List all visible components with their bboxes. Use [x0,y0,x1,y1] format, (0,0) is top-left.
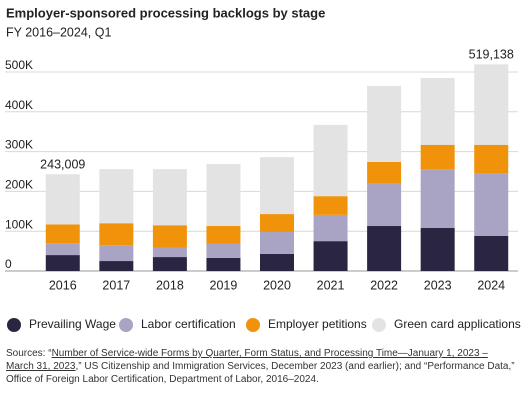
bar-segment [474,235,509,271]
y-tick-label: 500K [5,58,33,72]
bar-segment [474,144,509,174]
bar-segment [367,226,402,271]
legend-swatch [7,318,21,332]
bar-segment [45,255,80,271]
legend-label: Employer petitions [268,317,367,331]
bar-segment [420,77,455,145]
x-tick-label: 2023 [424,278,452,292]
bar-segment [45,224,80,244]
legend-swatch [246,318,260,332]
legend-label: Labor certification [141,317,236,331]
bar-segment [206,243,241,258]
bar-segment [45,243,80,256]
bar-segment [99,245,134,262]
total-label: 243,009 [40,158,85,172]
legend-swatch [119,318,133,332]
bar-segment [313,241,348,271]
bar-segment [260,253,294,271]
x-tick-label: 2022 [370,278,398,292]
bar-segment [420,228,455,271]
bar-segment [99,223,134,246]
bar-segment [474,64,509,145]
bar-segment [420,144,455,170]
bar-segment [260,231,294,254]
bar-segment [152,257,187,271]
x-tick-label: 2016 [49,278,77,292]
legend-label: Prevailing Wage [29,317,116,331]
bar-segment [206,163,241,227]
y-tick-label: 400K [5,98,33,112]
x-tick-label: 2017 [102,278,130,292]
bar-segment [313,196,348,215]
y-tick-label: 0 [5,257,12,271]
x-tick-label: 2019 [210,278,238,292]
bar-segment [45,174,80,225]
y-tick-label: 100K [5,217,33,231]
source-prefix: Sources: “ [6,348,52,359]
x-tick-label: 2020 [263,278,291,292]
bar-segment [420,169,455,229]
source-suffix: ,” US Citizenship and Immigration Servic… [6,361,515,385]
bar-segment [367,183,402,227]
bar-segment [260,157,294,215]
bar-segment [99,169,134,224]
chart-title: Employer-sponsored processing backlogs b… [6,5,325,20]
bar-segment [206,226,241,244]
x-tick-label: 2021 [317,278,345,292]
legend-label: Green card applications [394,317,521,331]
bar-segment [206,257,241,271]
source-note: Sources: “Number of Service-wide Forms b… [6,347,518,386]
source-link[interactable]: Number of Service-wide Forms by Quarter,… [6,348,488,372]
bar-segment [152,247,187,258]
x-tick-label: 2018 [156,278,184,292]
y-tick-label: 300K [5,138,33,152]
bar-segment [152,169,187,226]
bar-segment [152,225,187,248]
bar-segment [474,173,509,236]
bar-segment [367,85,402,162]
total-label: 519,138 [469,48,514,62]
bar-segment [313,124,348,197]
bar-segment [313,214,348,242]
bar-segment [99,261,134,271]
bar-segment [367,161,402,184]
legend-swatch [372,318,386,332]
y-tick-label: 200K [5,178,33,192]
chart-subtitle: FY 2016–2024, Q1 [6,25,111,39]
bar-segment [260,214,294,232]
chart: Employer-sponsored processing backlogs b… [5,5,521,332]
x-tick-label: 2024 [477,278,505,292]
